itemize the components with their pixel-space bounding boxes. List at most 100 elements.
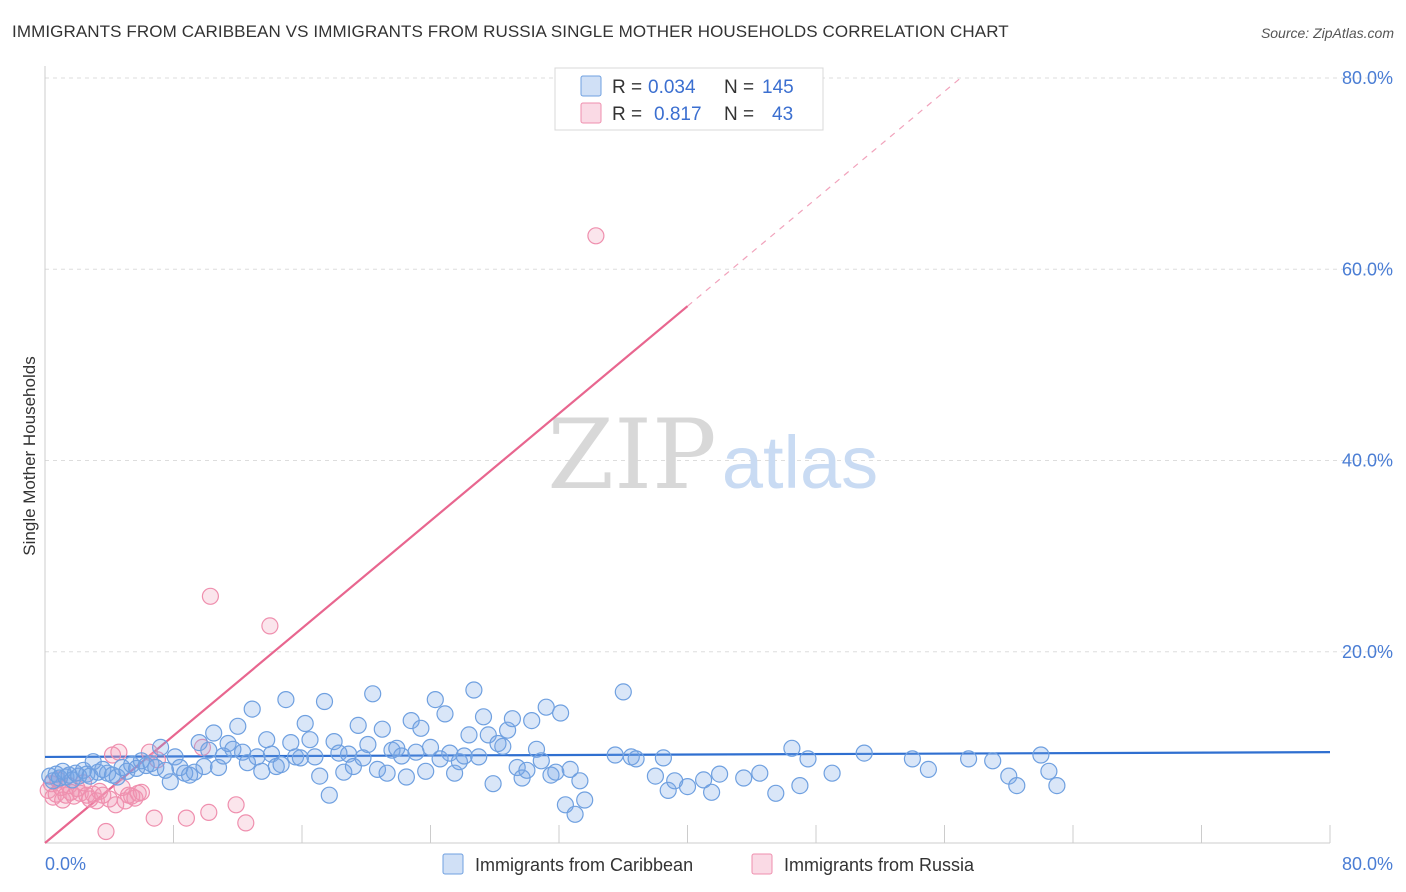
data-point [614,683,632,701]
data-point [227,796,245,814]
data-point [107,796,125,814]
data-point [108,768,126,786]
data-point [412,719,430,737]
data-point [185,763,203,781]
data-point [494,737,512,756]
data-point [659,781,677,800]
data-point [823,764,841,782]
data-point [508,758,526,777]
data-point [710,765,729,783]
legend-n-value-2: 43 [772,104,793,125]
y-tick-label: 80.0% [1342,68,1393,88]
legend-n-label-1: N = [724,77,754,98]
data-point [417,762,435,780]
watermark-atlas: atlas [722,421,878,504]
data-point [547,763,565,781]
series-caribbean-points [41,681,1066,823]
data-point [147,758,165,777]
data-point [566,805,584,823]
data-point [791,776,809,795]
series-russia-points [39,227,605,841]
data-point [646,767,665,785]
correlation-legend: R = 0.034 N = 145 R = 0.817 N = 43 [554,67,824,131]
data-point [181,766,199,784]
data-point [551,704,570,722]
data-point [431,750,449,768]
data-point [767,784,785,802]
data-point [465,681,483,699]
data-point [261,617,279,635]
y-tick-label: 60.0% [1342,259,1393,279]
y-tick-label: 40.0% [1342,451,1393,471]
data-point [161,773,179,791]
data-point [301,731,319,749]
data-point [436,705,454,723]
data-point [654,749,673,767]
data-point [110,743,128,761]
x-tick-label: 80.0% [1342,854,1393,874]
data-point [503,710,522,728]
data-point [126,789,144,807]
data-point [903,750,922,768]
data-point [855,744,873,762]
data-point [542,766,560,784]
bottom-legend-swatch-russia [751,853,773,875]
data-point [145,809,163,827]
data-point [205,724,223,742]
data-point [200,803,218,822]
legend-r-label-2: R = [612,104,642,125]
data-point [426,690,444,709]
data-point [735,769,753,787]
data-point [576,791,594,809]
data-point [460,726,478,744]
data-point [97,822,115,841]
data-point [373,720,391,738]
data-point [421,738,440,757]
data-point [166,748,184,766]
data-point [364,685,382,703]
legend-n-value-1: 145 [762,77,794,98]
x-tick-label: 0.0% [45,854,86,874]
y-tick-label: 20.0% [1342,642,1393,662]
data-point [474,708,493,726]
data-point [378,764,396,782]
data-point [751,764,769,782]
data-point [152,738,170,757]
data-point [606,746,624,764]
data-point [1040,762,1058,780]
data-point [1048,776,1066,795]
legend-r-label-1: R = [612,77,642,98]
legend-r-value-2: 0.817 [654,104,702,125]
data-point [1032,746,1050,764]
legend-swatch-caribbean [580,75,602,97]
data-point [253,762,271,780]
data-point [561,760,579,779]
data-point [248,748,266,766]
data-point [237,814,255,832]
data-point [523,711,541,730]
watermark: ZIP atlas [547,399,878,511]
data-point [407,743,425,761]
data-point [291,749,309,767]
data-point [393,747,411,765]
source-label: Source: ZipAtlas.com [1260,25,1394,41]
data-point [489,734,507,753]
data-point [224,740,242,758]
data-point [537,698,555,716]
data-point [397,768,415,786]
legend-r-value-1: 0.034 [648,77,696,98]
data-point [441,744,459,762]
data-point [272,755,290,774]
data-point [335,763,353,781]
data-point [694,771,713,789]
data-point [919,760,938,779]
data-point [344,757,362,776]
data-point [1008,776,1026,795]
data-point [282,733,300,752]
data-point [132,783,150,801]
data-point [484,775,502,793]
tick-labels: 20.0% 40.0% 60.0% 80.0% 0.0% 80.0% [45,68,1393,874]
data-point [71,784,89,802]
data-point [678,777,697,796]
bottom-legend-label-russia: Immigrants from Russia [784,855,975,875]
